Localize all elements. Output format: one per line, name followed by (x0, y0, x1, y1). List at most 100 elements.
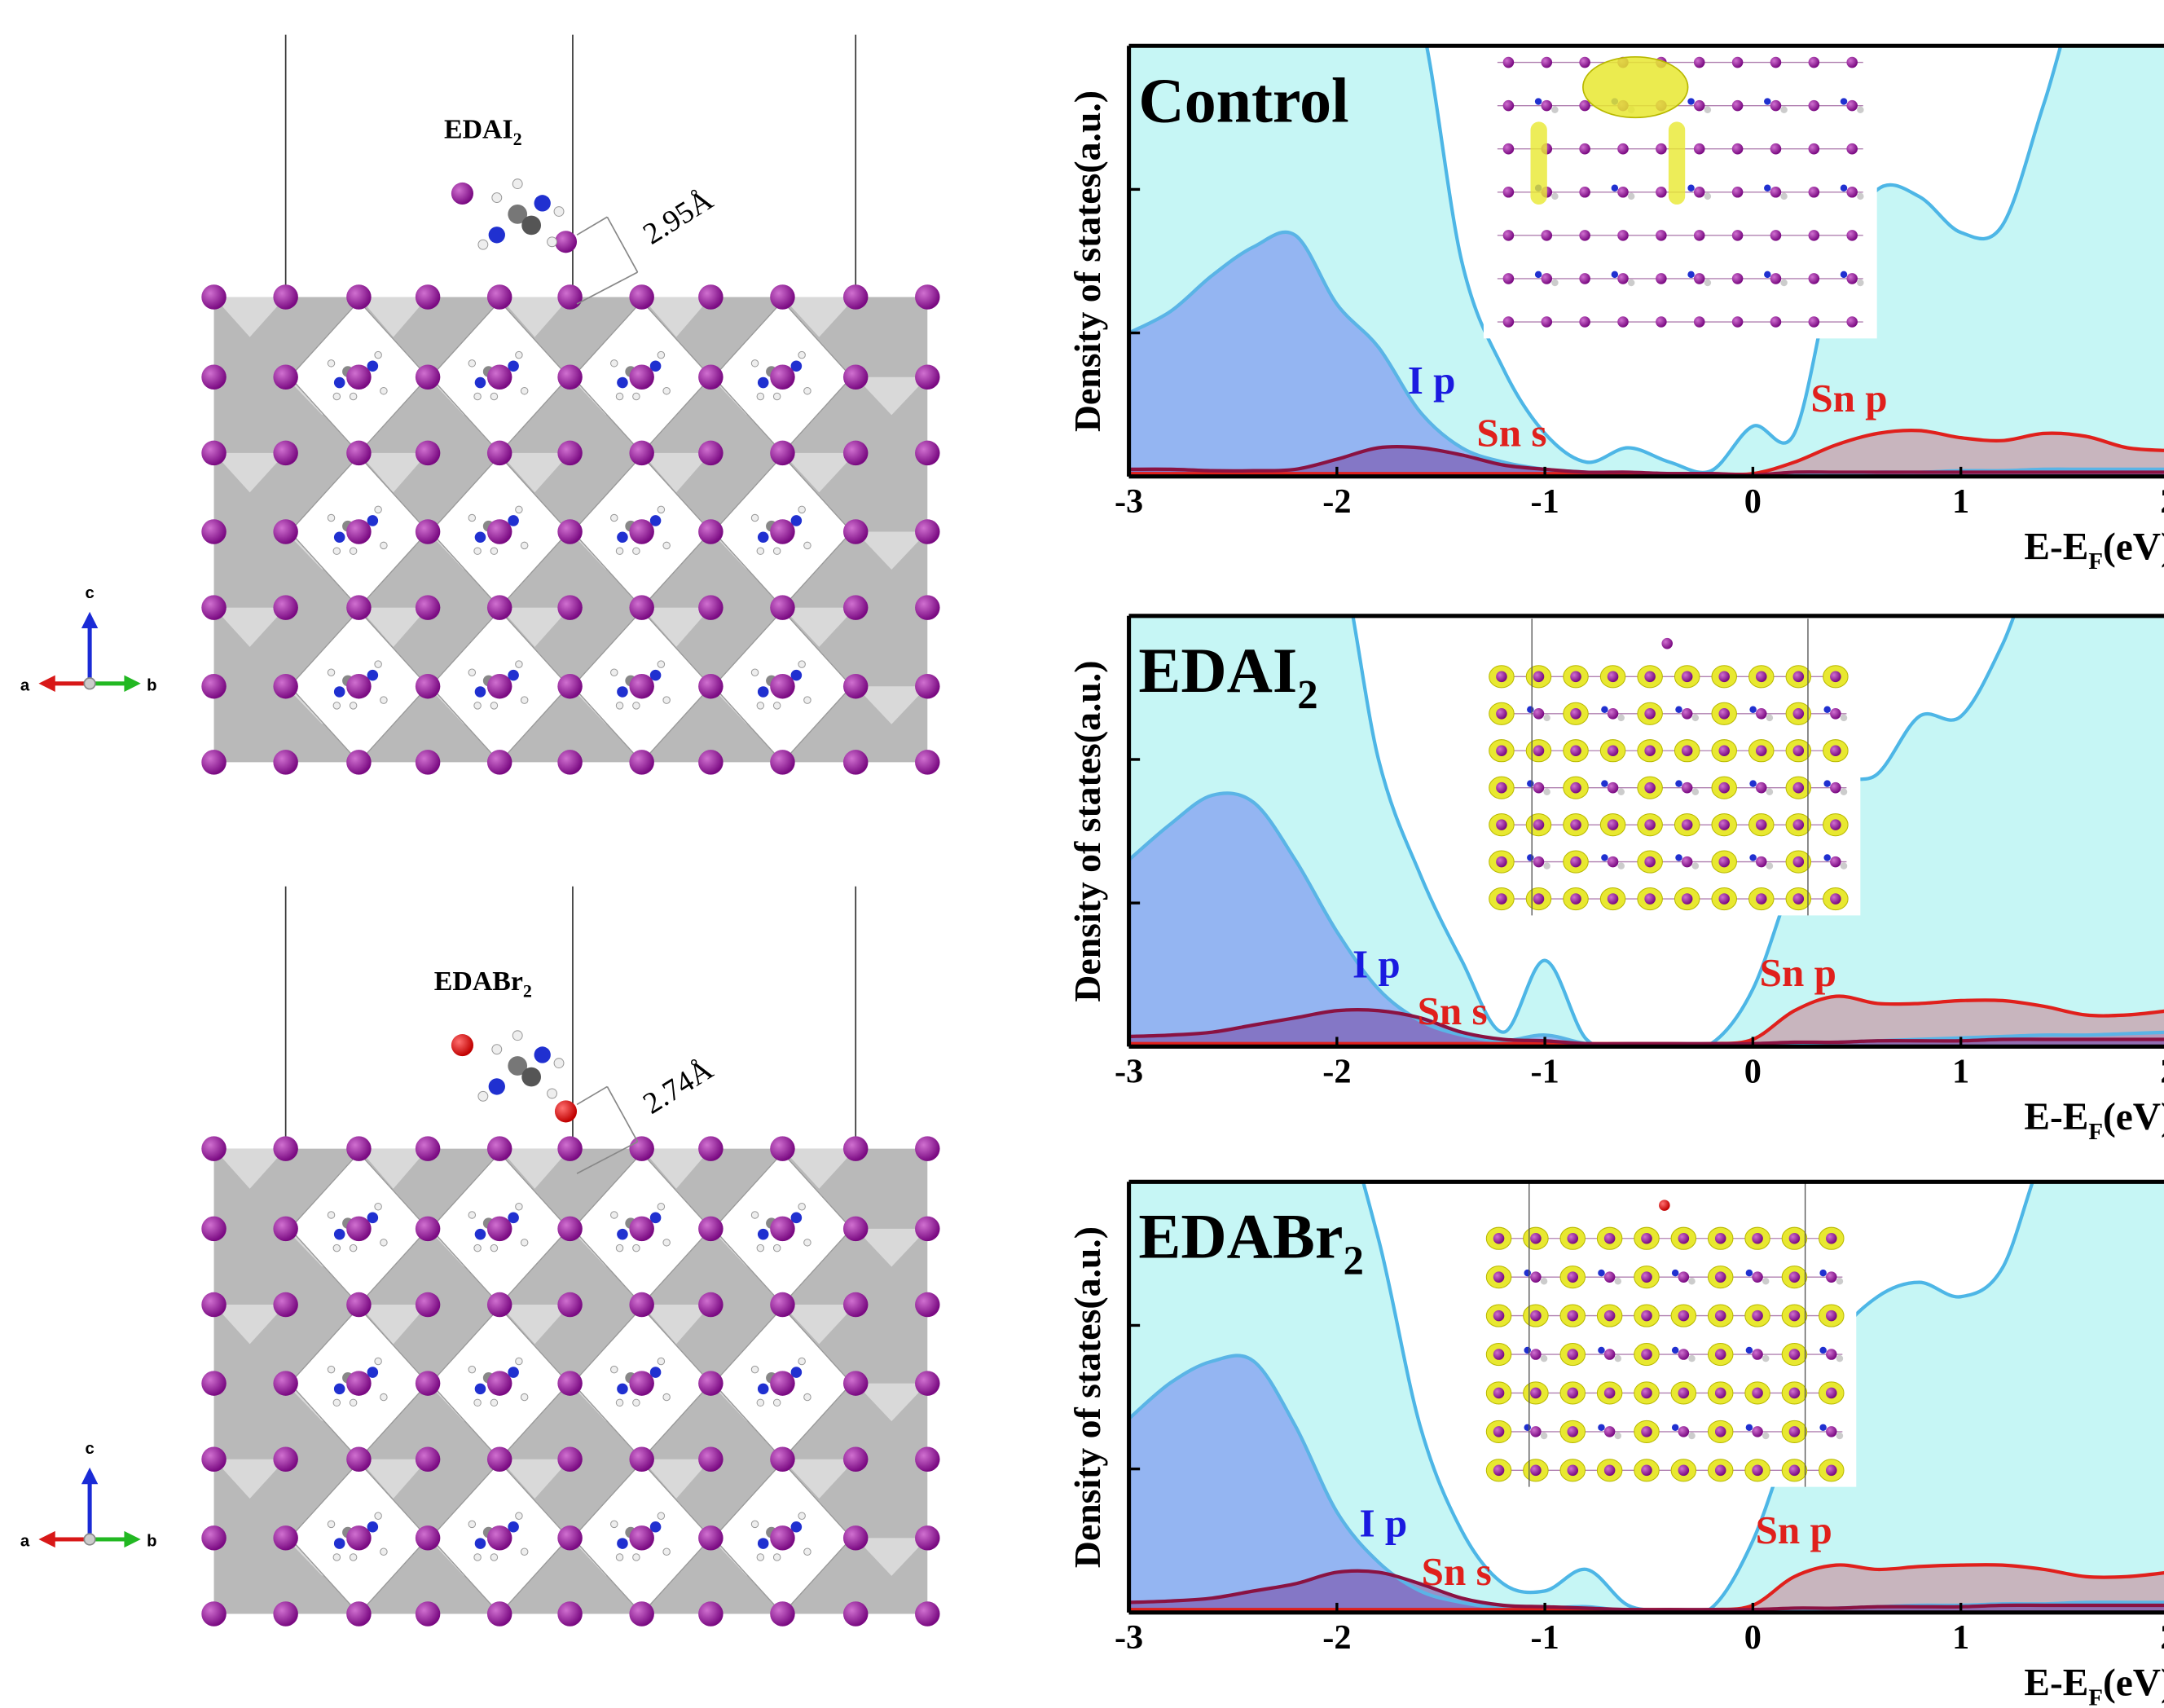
inset-atom (1541, 273, 1552, 284)
iodine-atom (698, 519, 723, 544)
h-atom (757, 393, 763, 399)
inset-atom (1678, 1271, 1690, 1283)
structure: EDABr22.74Åcab (20, 887, 940, 1627)
axis-a-head (38, 1531, 55, 1547)
iodine-atom (201, 750, 226, 774)
inset-atom (1533, 745, 1545, 756)
iodine-atom (843, 1525, 868, 1550)
label-sub: 2 (513, 129, 522, 149)
h-atom (333, 1244, 340, 1251)
h-atom (751, 360, 758, 367)
h-atom (350, 702, 356, 709)
inset-atom (1567, 1426, 1578, 1437)
iodine-atom (698, 595, 723, 619)
iodine-atom (698, 365, 723, 390)
inset-molecule (1615, 1355, 1621, 1362)
h-atom (380, 697, 387, 703)
inset-atom (1567, 1465, 1578, 1477)
iodine-atom (416, 284, 440, 309)
inset-molecule (1857, 280, 1863, 286)
iodine-atom (629, 1447, 653, 1472)
iodine-atom (698, 1371, 723, 1395)
x-label-sub: F (2088, 1119, 2103, 1145)
series-label: Sn p (1756, 1508, 1832, 1552)
inset-molecule (1672, 1347, 1678, 1354)
inset-atom (1541, 100, 1552, 112)
iodine-atom (416, 1447, 440, 1472)
inset-atom (1530, 1310, 1542, 1322)
inset-atom (1533, 819, 1545, 830)
molecule-atom (475, 686, 486, 698)
inset-atom (1496, 671, 1507, 683)
h-atom (350, 1399, 356, 1406)
inset-atom (1830, 893, 1841, 905)
inset-molecule (1618, 715, 1625, 721)
iodine-atom (273, 1136, 297, 1160)
h-atom (804, 697, 811, 703)
iodine-atom (201, 1447, 226, 1472)
iodine-atom (770, 595, 794, 619)
h-atom (751, 669, 758, 676)
inset-atom (1682, 708, 1693, 720)
iodine-atom (416, 1601, 440, 1626)
inset-atom (1570, 819, 1581, 830)
h-atom (616, 1554, 622, 1561)
inset-atom (1715, 1426, 1726, 1437)
h-atom (375, 506, 381, 513)
inset-atom (1770, 187, 1782, 198)
h-atom (350, 1554, 356, 1561)
iodine-atom (629, 1601, 653, 1626)
iodine-atom (346, 1447, 371, 1472)
iodine-atom (843, 595, 868, 619)
y-axis-label: Density of states(a.u.) (1067, 1226, 1108, 1568)
inset-atom (1826, 1465, 1837, 1477)
iodine-atom (487, 1136, 512, 1160)
inset-atom (1503, 100, 1515, 112)
x-axis-label: E-EF(eV) (2024, 1662, 2164, 1708)
iodine-atom (273, 1525, 297, 1550)
figure: EDAI22.95ÅcabEDABr22.74Åcab-3-2-1012E-EF… (0, 0, 2164, 1708)
inset-atom (1846, 100, 1858, 112)
inset-atom (1570, 782, 1581, 794)
iodine-atom (487, 750, 512, 774)
inset-atom (1770, 316, 1782, 328)
iodine-atom (273, 365, 297, 390)
inset-atom (1732, 316, 1744, 328)
h-atom (663, 697, 670, 703)
inset-atom (1604, 1233, 1616, 1244)
inset-atom (1533, 708, 1545, 720)
inset-atom (1656, 230, 1667, 241)
iodine-atom (346, 1525, 371, 1550)
h-atom (516, 1204, 522, 1210)
inset-molecule (1527, 780, 1533, 786)
inset-molecule (1543, 715, 1550, 721)
inset-atom (1793, 893, 1805, 905)
inset-atom (1718, 708, 1730, 720)
inset-molecule (1692, 862, 1699, 869)
inset-atom (1567, 1233, 1578, 1244)
inset-atom (1846, 143, 1858, 155)
axis-c-head (81, 612, 98, 628)
inset-atom (1809, 57, 1820, 68)
iodine-atom (346, 1371, 371, 1395)
series-label: I p (1408, 358, 1456, 403)
chart-title: EDAI2 (1138, 636, 1317, 717)
h-atom (490, 393, 497, 399)
iodine-atom (346, 674, 371, 698)
x-axis-label: E-EF(eV) (2024, 526, 2164, 574)
inset-atom (1644, 708, 1656, 720)
h-atom (350, 1244, 356, 1251)
iodine-atom (843, 1217, 868, 1241)
inset-atom (1830, 745, 1841, 756)
h-atom (380, 542, 387, 548)
iodine-atom (487, 1217, 512, 1241)
h-atom (350, 548, 356, 554)
distance-marker (577, 217, 638, 304)
iodine-atom (416, 1525, 440, 1550)
axis-a-head (38, 676, 55, 692)
y-axis-label: Density of states(a.u.) (1067, 90, 1108, 432)
iodine-atom (557, 674, 582, 698)
x-tick-label: 1 (1952, 1618, 1969, 1657)
iodine-atom (843, 1371, 868, 1395)
iodine-atom (273, 1292, 297, 1317)
